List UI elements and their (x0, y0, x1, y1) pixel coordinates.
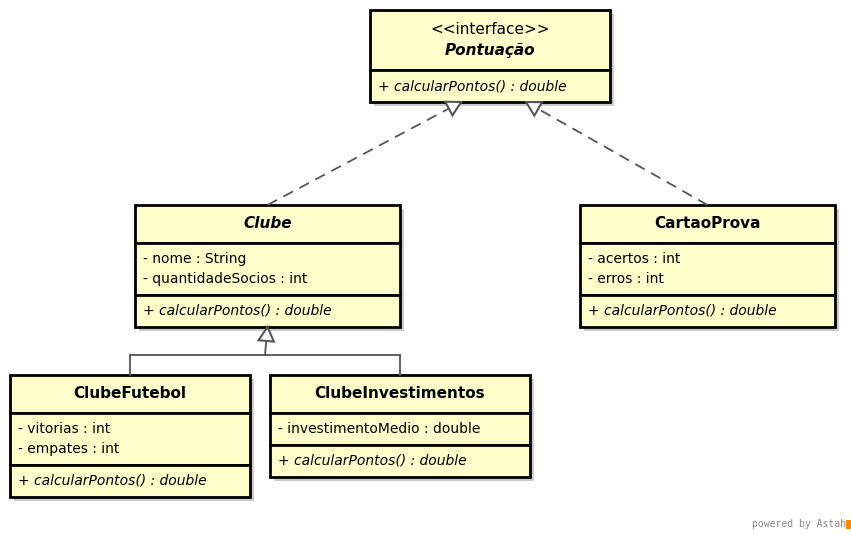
Text: + calcularPontos() : double: + calcularPontos() : double (378, 79, 567, 93)
Text: - quantidadeSocios : int: - quantidadeSocios : int (143, 272, 307, 286)
Text: + calcularPontos() : double: + calcularPontos() : double (18, 474, 207, 488)
Text: + calcularPontos() : double: + calcularPontos() : double (278, 454, 466, 468)
Polygon shape (526, 102, 542, 115)
Polygon shape (445, 102, 461, 115)
Bar (580, 205, 835, 243)
Text: powered by Astah: powered by Astah (752, 519, 846, 529)
Bar (139, 209, 404, 331)
Text: ClubeFutebol: ClubeFutebol (73, 387, 186, 402)
Bar (135, 243, 400, 295)
Bar (270, 445, 530, 477)
Bar (584, 209, 839, 331)
Bar (370, 70, 610, 102)
Text: + calcularPontos() : double: + calcularPontos() : double (588, 304, 777, 318)
Polygon shape (259, 327, 274, 342)
Text: - vitorias : int: - vitorias : int (18, 422, 111, 436)
Bar (10, 413, 250, 465)
Text: Clube: Clube (243, 216, 292, 232)
Text: <<interface>>: <<interface>> (431, 21, 550, 36)
Bar (370, 10, 610, 70)
Bar (580, 243, 835, 295)
Bar (10, 375, 250, 413)
Bar (580, 295, 835, 327)
Text: Pontuação: Pontuação (445, 43, 535, 59)
Bar (135, 295, 400, 327)
Text: - investimentoMedio : double: - investimentoMedio : double (278, 422, 480, 436)
Bar (10, 465, 250, 497)
Bar (14, 379, 254, 501)
Bar (846, 520, 851, 529)
Bar (274, 379, 534, 481)
Bar (270, 413, 530, 445)
Text: CartaoProva: CartaoProva (654, 216, 761, 232)
Text: + calcularPontos() : double: + calcularPontos() : double (143, 304, 332, 318)
Text: - acertos : int: - acertos : int (588, 252, 681, 266)
Bar (374, 14, 614, 106)
Text: - erros : int: - erros : int (588, 272, 664, 286)
Bar (270, 375, 530, 413)
Text: - nome : String: - nome : String (143, 252, 247, 266)
Bar (135, 205, 400, 243)
Text: - empates : int: - empates : int (18, 442, 119, 456)
Text: ClubeInvestimentos: ClubeInvestimentos (315, 387, 485, 402)
